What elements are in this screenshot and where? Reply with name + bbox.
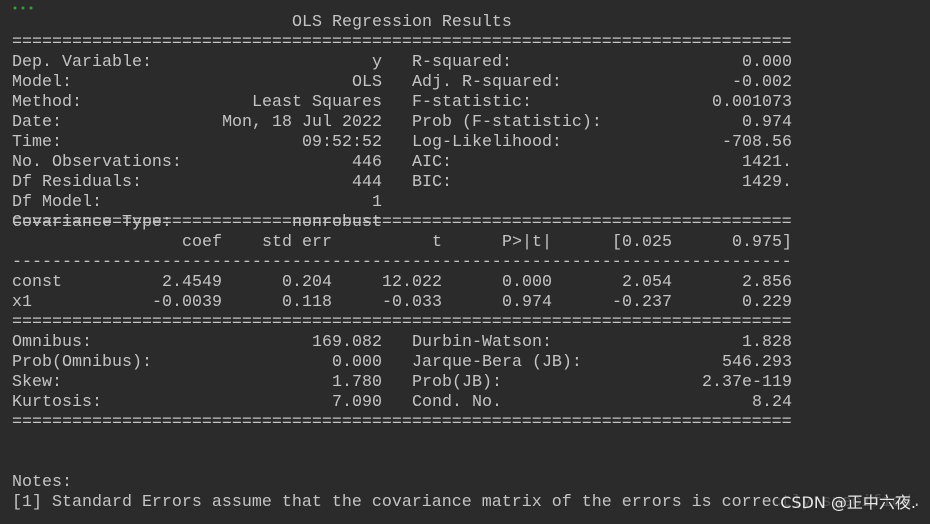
stat-value: 7.090 (332, 393, 382, 412)
stat-value: 1.780 (332, 373, 382, 392)
cell-value: -0.0039 (152, 293, 222, 312)
stat-label: AIC: (412, 153, 452, 172)
stat-label: Covariance Type: (12, 213, 172, 232)
stat-label: Df Model: (12, 193, 102, 212)
stat-value: 546.293 (722, 353, 792, 372)
stat-label: Adj. R-squared: (412, 73, 562, 92)
column-header: coef (182, 233, 222, 252)
stat-label: Prob (F-statistic): (412, 113, 602, 132)
stat-label: Cond. No. (412, 393, 502, 412)
cell-value: 12.022 (382, 273, 442, 292)
stat-value: 446 (352, 153, 382, 172)
stat-value: 444 (352, 173, 382, 192)
stat-value: -708.56 (722, 133, 792, 152)
cell-value: 2.4549 (162, 273, 222, 292)
stat-value: -0.002 (732, 73, 792, 92)
cell-value: 2.054 (622, 273, 672, 292)
cell-value: 0.118 (282, 293, 332, 312)
stat-label: Prob(JB): (412, 373, 502, 392)
column-header: P>|t| (502, 233, 552, 252)
cell-value: 0.229 (742, 293, 792, 312)
cell-value: 0.974 (502, 293, 552, 312)
stat-label: Omnibus: (12, 333, 92, 352)
stat-label: No. Observations: (12, 153, 182, 172)
stat-label: Kurtosis: (12, 393, 102, 412)
stat-label: Time: (12, 133, 62, 152)
column-header: [0.025 (612, 233, 672, 252)
results-title: OLS Regression Results (292, 13, 512, 32)
separator: ========================================… (12, 213, 792, 232)
stat-value: nonrobust (292, 213, 382, 232)
column-header: std err (262, 233, 332, 252)
stat-value: 0.000 (742, 53, 792, 72)
stat-label: Dep. Variable: (12, 53, 152, 72)
stat-value: 09:52:52 (302, 133, 382, 152)
cell-value: 2.856 (742, 273, 792, 292)
cell-collapse-dots[interactable] (12, 4, 42, 12)
watermark: CSDN @正中六夜. (778, 493, 916, 513)
row-name: x1 (12, 293, 32, 312)
stat-label: Skew: (12, 373, 62, 392)
stat-value: Least Squares (252, 93, 382, 112)
column-header: 0.975] (732, 233, 792, 252)
cell-value: -0.033 (382, 293, 442, 312)
cell-value: 0.204 (282, 273, 332, 292)
cell-value: -0.237 (612, 293, 672, 312)
stat-value: 1421. (742, 153, 792, 172)
stat-value: 1.828 (742, 333, 792, 352)
stat-value: 0.000 (332, 353, 382, 372)
stat-value: 1429. (742, 173, 792, 192)
stat-value: 1 (372, 193, 382, 212)
row-name: const (12, 273, 62, 292)
stat-value: 0.974 (742, 113, 792, 132)
cell-value: 0.000 (502, 273, 552, 292)
separator: ----------------------------------------… (12, 253, 792, 272)
notes-heading: Notes: (12, 473, 72, 492)
stat-value: y (372, 53, 382, 72)
separator: ========================================… (12, 413, 792, 432)
column-header: t (432, 233, 442, 252)
stat-value: Mon, 18 Jul 2022 (222, 113, 382, 132)
stat-label: Log-Likelihood: (412, 133, 562, 152)
stat-label: Durbin-Watson: (412, 333, 552, 352)
stat-label: R-squared: (412, 53, 512, 72)
stat-value: 169.082 (312, 333, 382, 352)
stat-value: 8.24 (752, 393, 792, 412)
stat-value: 2.37e-119 (702, 373, 792, 392)
stat-value: 0.001073 (712, 93, 792, 112)
separator: ========================================… (12, 33, 792, 52)
stat-label: Date: (12, 113, 62, 132)
stat-label: Method: (12, 93, 82, 112)
stat-label: Jarque-Bera (JB): (412, 353, 582, 372)
stat-label: Model: (12, 73, 72, 92)
separator: ========================================… (12, 313, 792, 332)
stat-label: BIC: (412, 173, 452, 192)
stat-label: F-statistic: (412, 93, 532, 112)
stat-value: OLS (352, 73, 382, 92)
stat-label: Df Residuals: (12, 173, 142, 192)
stat-label: Prob(Omnibus): (12, 353, 152, 372)
